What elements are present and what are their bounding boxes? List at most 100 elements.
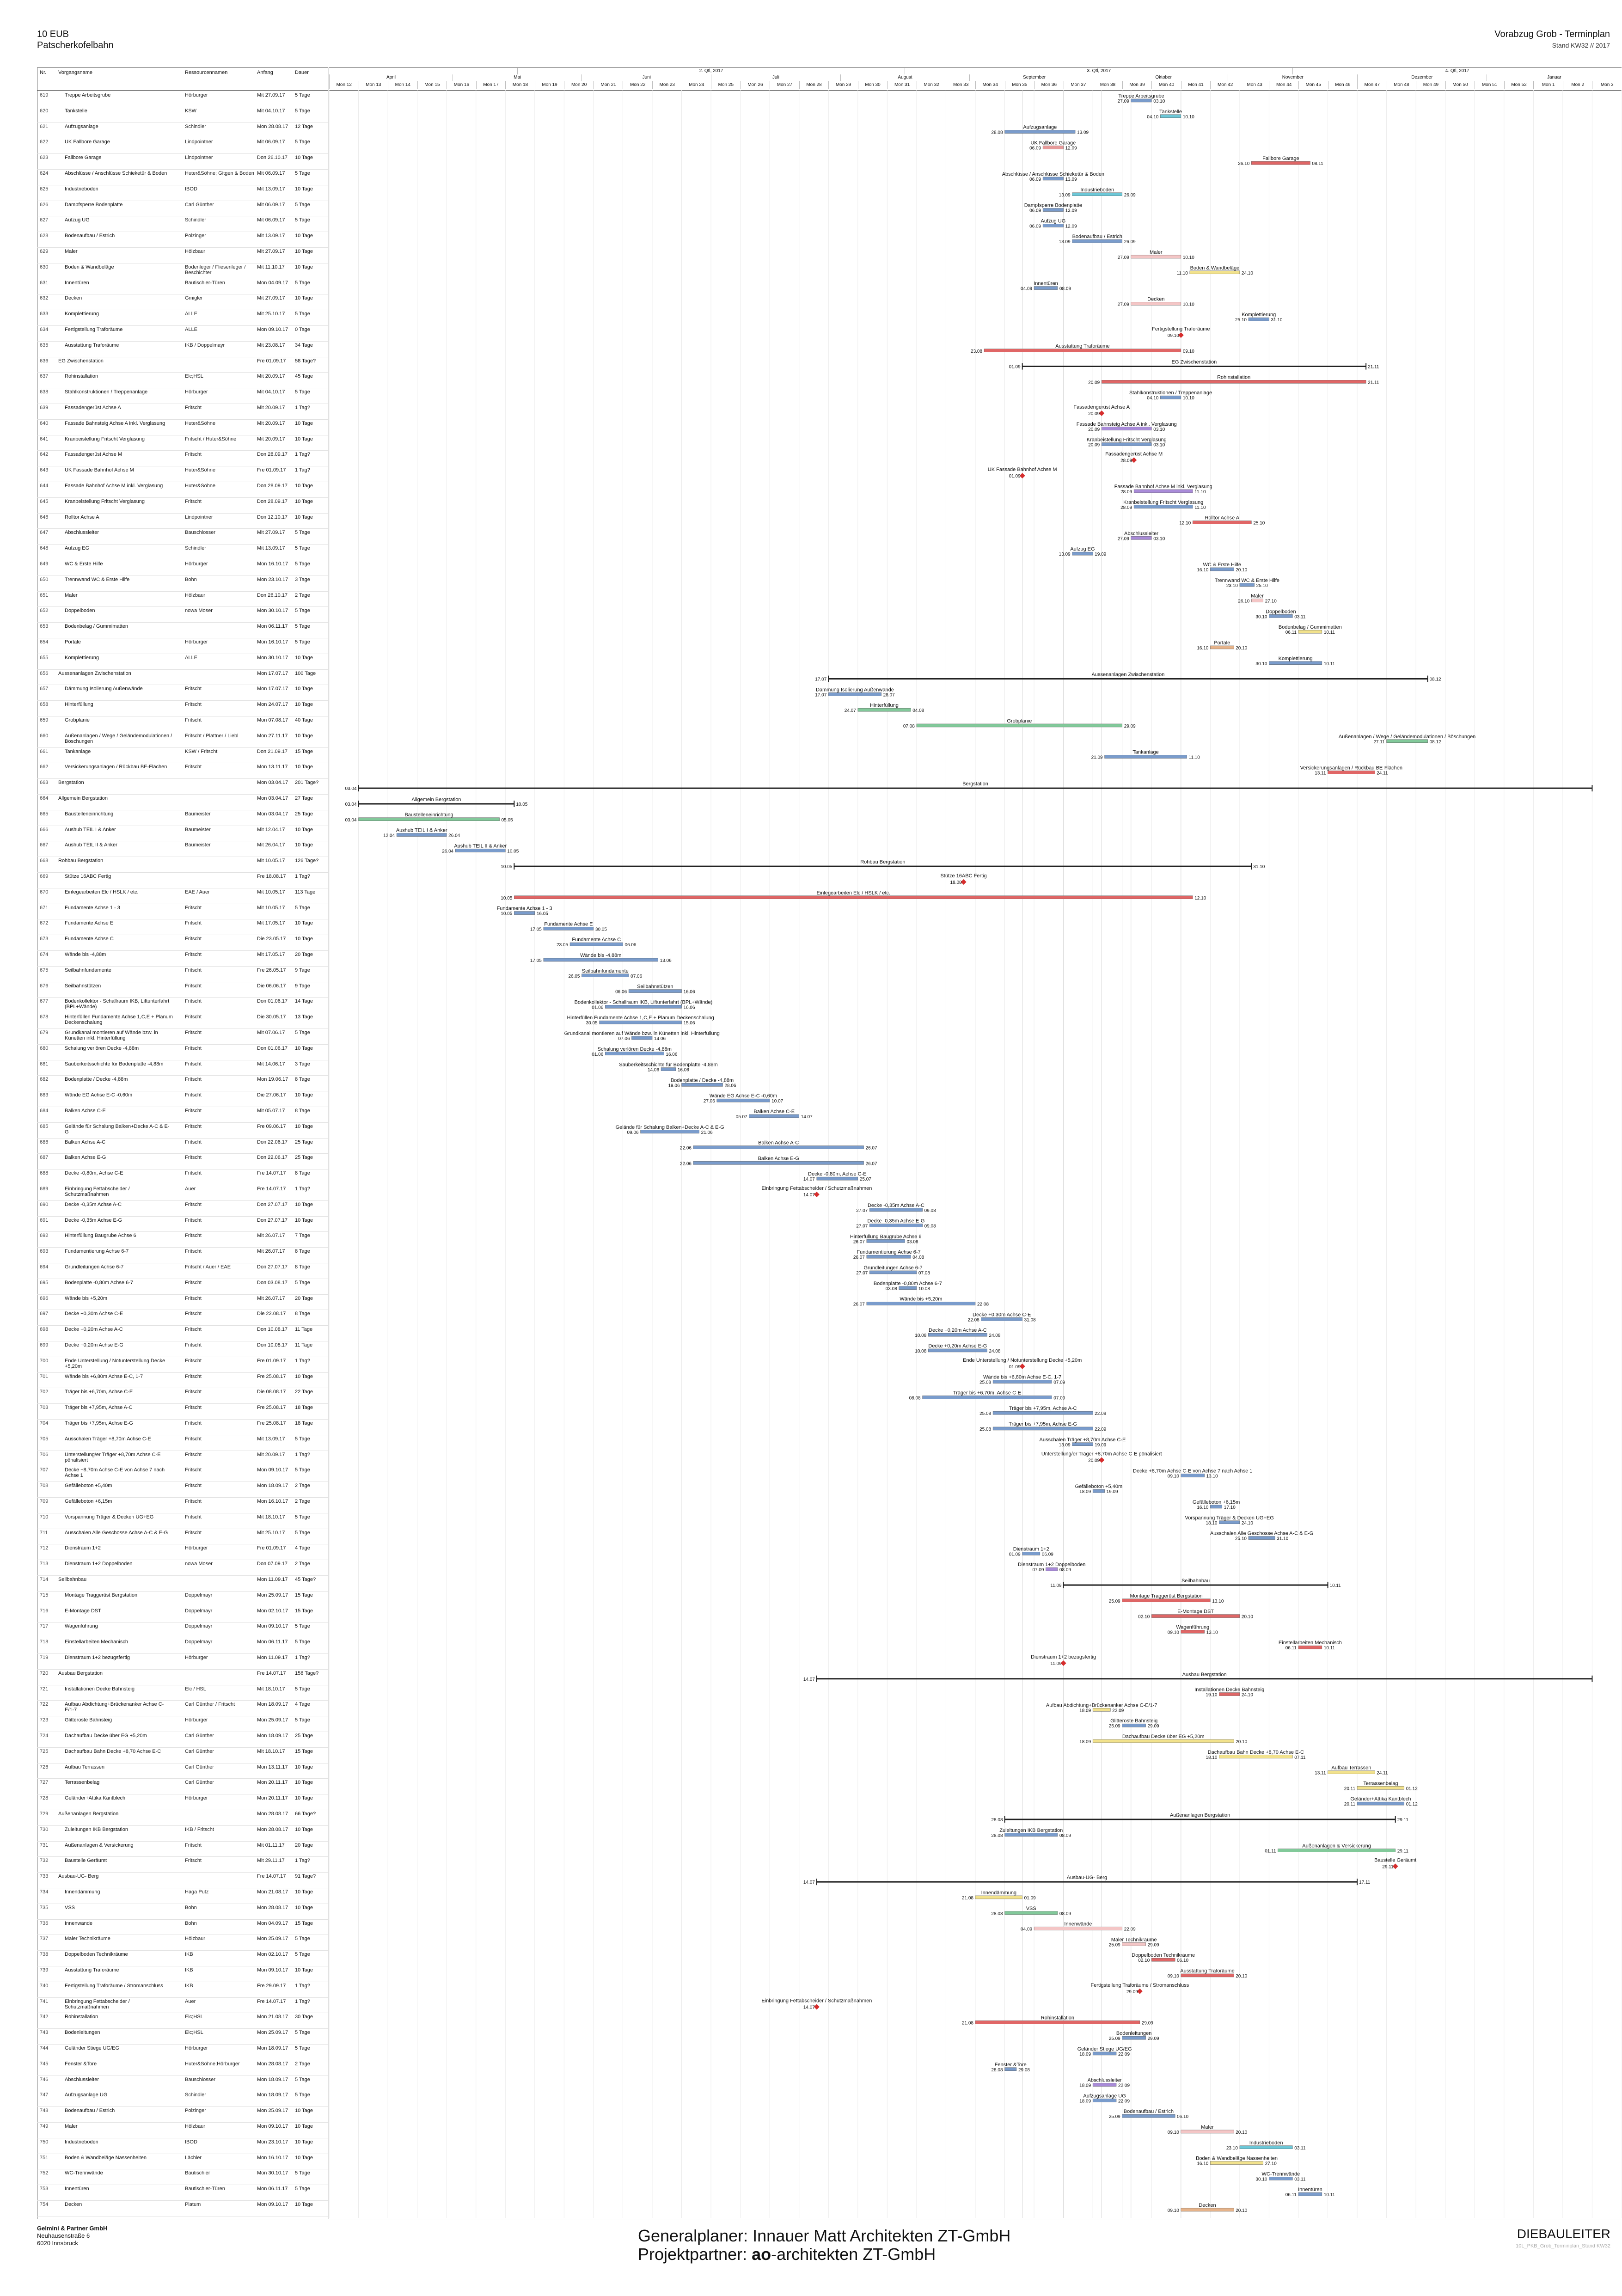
- table-row[interactable]: 709 Gefälleboton +6,15m Fritscht Mon 16.10.…: [37, 1497, 328, 1513]
- table-row[interactable]: 698 Decke +0,20m Achse A-C Fritscht Don 10.…: [37, 1325, 328, 1341]
- table-row[interactable]: 629 Maler Hölzbaur Mit 27.09.17 10 Tage: [37, 247, 328, 263]
- table-row[interactable]: 724 Dachaufbau Decke über EG +5,20m Carl G…: [37, 1732, 328, 1748]
- table-row[interactable]: 700 Ende Unterstellung / Notunterstellung…: [37, 1357, 328, 1373]
- table-row[interactable]: 671 Fundamente Achse 1 - 3 Fritscht Mit 10.…: [37, 904, 328, 920]
- table-row[interactable]: 636 EG Zwischenstation Fre 01.09.17 58 Tage…: [37, 357, 328, 373]
- table-row[interactable]: 703 Träger bis +7,95m, Achse A-C Fritscht F…: [37, 1403, 328, 1420]
- table-row[interactable]: 637 Rohinstallation Elc;HSL Mit 20.09.17 45 …: [37, 372, 328, 389]
- table-row[interactable]: 711 Ausschalen Alle Geschosse Achse A-C &…: [37, 1529, 328, 1545]
- table-row[interactable]: 635 Ausstattung Traforäume IKB / Doppelmay…: [37, 341, 328, 357]
- table-row[interactable]: 634 Fertigstellung Traforäume ALLE Mon 09.1…: [37, 325, 328, 342]
- table-row[interactable]: 713 Dienstraum 1+2 Doppelboden nowa Moser D…: [37, 1560, 328, 1576]
- table-row[interactable]: 708 Gefälleboton +5,40m Fritscht Mon 18.09.…: [37, 1482, 328, 1498]
- table-row[interactable]: 625 Industrieboden IBOD Mit 13.09.17 10 Tage: [37, 185, 328, 201]
- table-row[interactable]: 639 Fassadengerüst Achse A Fritscht Mit 20.…: [37, 404, 328, 420]
- table-row[interactable]: 742 Rohinstallation Elc;HSL Mon 21.08.17 30 …: [37, 2013, 328, 2029]
- table-row[interactable]: 641 Kranbeistellung Fritscht Verglasung Fr…: [37, 435, 328, 451]
- table-row[interactable]: 717 Wagenführung Doppelmayr Mon 09.10.17 5 T…: [37, 1622, 328, 1639]
- table-row[interactable]: 686 Balken Achse A-C Fritscht Don 22.06.17 2…: [37, 1138, 328, 1154]
- table-row[interactable]: 623 Fallbore Garage Lindpointner Don 26.10.…: [37, 153, 328, 170]
- table-row[interactable]: 691 Decke -0,35m Achse E-G Fritscht Don 27.…: [37, 1216, 328, 1232]
- table-row[interactable]: 750 Industrieboden IBOD Mon 23.10.17 10 Tage: [37, 2138, 328, 2154]
- table-row[interactable]: 627 Aufzug UG Schindler Mit 06.09.17 5 Tage: [37, 216, 328, 233]
- table-row[interactable]: 653 Bodenbelag / Gummimatten Mon 06.11.17 5…: [37, 622, 328, 638]
- table-row[interactable]: 624 Abschlüsse / Anschlüsse Schieketür & …: [37, 169, 328, 185]
- table-row[interactable]: 754 Decken Platum Mon 09.10.17 10 Tage: [37, 2200, 328, 2216]
- table-row[interactable]: 682 Bodenplatte / Decke -4,88m Fritscht Mon…: [37, 1075, 328, 1092]
- table-row[interactable]: 701 Wände bis +6,80m Achse E-C, 1-7 Fritsc…: [37, 1372, 328, 1389]
- table-row[interactable]: 749 Maler Hölzbaur Mon 09.10.17 10 Tage: [37, 2122, 328, 2138]
- table-row[interactable]: 704 Träger bis +7,95m, Achse E-G Fritscht F…: [37, 1419, 328, 1435]
- table-row[interactable]: 620 Tankstelle KSW Mit 04.10.17 5 Tage: [37, 107, 328, 123]
- table-row[interactable]: 678 Hinterfüllen Fundamente Achse 1,C,E +…: [37, 1013, 328, 1029]
- table-row[interactable]: 688 Decke -0,80m, Achse C-E Fritscht Fre 14…: [37, 1169, 328, 1185]
- table-row[interactable]: 710 Vorspannung Träger & Decken UG+EG Frit…: [37, 1513, 328, 1529]
- table-row[interactable]: 731 Außenanlagen & Versickerung Fritscht Mi…: [37, 1841, 328, 1857]
- table-row[interactable]: 674 Wände bis -4,88m Fritscht Mit 17.05.17 2…: [37, 950, 328, 967]
- table-row[interactable]: 699 Decke +0,20m Achse E-G Fritscht Don 10.…: [37, 1341, 328, 1357]
- table-row[interactable]: 649 WC & Erste Hilfe Hörburger Mon 16.10.17…: [37, 560, 328, 576]
- table-row[interactable]: 655 Komplettierung ALLE Mon 30.10.17 10 Tage: [37, 654, 328, 670]
- table-row[interactable]: 730 Zuleitungen IKB Bergstation IKB / Frit…: [37, 1825, 328, 1842]
- table-row[interactable]: 722 Aufbau Abdichtung+Brückenanker Achse …: [37, 1700, 328, 1717]
- table-row[interactable]: 753 Innentüren Bautischler-Türen Mon 06.11.…: [37, 2185, 328, 2201]
- table-row[interactable]: 666 Aushub TEIL I & Anker Baumeister Mit 12…: [37, 826, 328, 842]
- table-row[interactable]: 728 Geländer+Attika Kantblech Hörburger Mon…: [37, 1794, 328, 1810]
- table-row[interactable]: 751 Boden & Wandbeläge Nassenheiten Lächle…: [37, 2154, 328, 2170]
- table-row[interactable]: 652 Doppelboden nowa Moser Mon 30.10.17 5 Ta…: [37, 606, 328, 623]
- table-row[interactable]: 626 Dampfsperre Bodenplatte Carl Günther Mi…: [37, 201, 328, 217]
- table-row[interactable]: 656 Aussenanlagen Zwischenstation Mon 17.0…: [37, 669, 328, 686]
- table-row[interactable]: 693 Fundamentierung Achse 6-7 Fritscht Mit …: [37, 1247, 328, 1263]
- table-row[interactable]: 720 Ausbau Bergstation Fre 14.07.17 156 Tag…: [37, 1669, 328, 1685]
- table-row[interactable]: 684 Balken Achse C-E Fritscht Mit 05.07.17 8…: [37, 1107, 328, 1123]
- table-row[interactable]: 630 Boden & Wandbeläge Bodenleger / Fliese…: [37, 263, 328, 279]
- table-row[interactable]: 631 Innentüren Bautischler-Türen Mon 04.09.…: [37, 279, 328, 295]
- table-row[interactable]: 676 Seilbahnstützen Fritscht Die 06.06.17 9 …: [37, 982, 328, 998]
- table-row[interactable]: 748 Bodenaufbau / Estrich Polzinger Mon 25.…: [37, 2106, 328, 2123]
- table-row[interactable]: 669 Stütze 16ABC Fertig Fre 18.08.17 1 Tag?: [37, 872, 328, 888]
- table-row[interactable]: 660 Außenanlagen / Wege / Geländemodulati…: [37, 732, 328, 748]
- table-row[interactable]: 715 Montage Traggerüst Bergstation Doppelm…: [37, 1591, 328, 1607]
- table-row[interactable]: 735 VSS Bohn Mon 28.08.17 10 Tage: [37, 1904, 328, 1920]
- table-row[interactable]: 737 Maler Technikräume Hölzbaur Mon 25.09.1…: [37, 1935, 328, 1951]
- table-row[interactable]: 743 Bodenleitungen Elc;HSL Mon 25.09.17 5 Ta…: [37, 2028, 328, 2045]
- table-row[interactable]: 752 WC-Trennwände Bautischler Mon 30.10.17 5…: [37, 2169, 328, 2186]
- table-row[interactable]: 685 Gelände für Schalung Balken+Decke A-C…: [37, 1122, 328, 1139]
- table-row[interactable]: 632 Decken Gmigler Mit 27.09.17 10 Tage: [37, 294, 328, 311]
- table-row[interactable]: 651 Maler Hölzbaur Don 26.10.17 2 Tage: [37, 591, 328, 607]
- table-row[interactable]: 712 Dienstraum 1+2 Hörburger Fre 01.09.17 4 …: [37, 1544, 328, 1561]
- table-row[interactable]: 643 UK Fassade Bahnhof Achse M Huter&Söhne…: [37, 466, 328, 482]
- table-row[interactable]: 687 Balken Achse E-G Fritscht Don 22.06.17 2…: [37, 1153, 328, 1170]
- table-row[interactable]: 697 Decke +0,30m Achse C-E Fritscht Die 22.…: [37, 1310, 328, 1326]
- table-row[interactable]: 746 Abschlussleiter Bauschlosser Mon 18.09.…: [37, 2076, 328, 2092]
- table-row[interactable]: 733 Ausbau-UG- Berg Fre 14.07.17 91 Tage?: [37, 1872, 328, 1888]
- table-row[interactable]: 683 Wände EG Achse E-C -0,60m Fritscht Die …: [37, 1091, 328, 1107]
- table-row[interactable]: 642 Fassadengerüst Achse M Fritscht Don 28.…: [37, 450, 328, 467]
- table-row[interactable]: 648 Aufzug EG Schindler Mit 13.09.17 5 Tage: [37, 544, 328, 560]
- table-row[interactable]: 679 Grundkanal montieren auf Wände bzw. i…: [37, 1029, 328, 1045]
- table-row[interactable]: 738 Doppelboden Technikräume IKB Mon 02.10.…: [37, 1950, 328, 1966]
- table-row[interactable]: 621 Aufzugsanlage Schindler Mon 28.08.17 12 …: [37, 122, 328, 139]
- table-row[interactable]: 668 Rohbau Bergstation Mit 10.05.17 126 Tag…: [37, 857, 328, 873]
- table-row[interactable]: 719 Dienstraum 1+2 bezugsfertig Hörburger M…: [37, 1653, 328, 1670]
- table-row[interactable]: 622 UK Fallbore Garage Lindpointner Mit 06.…: [37, 138, 328, 154]
- table-row[interactable]: 734 Innendämmung Haga Putz Mon 21.08.17 10 T…: [37, 1888, 328, 1904]
- table-row[interactable]: 695 Bodenplatte -0,80m Achse 6-7 Fritscht D…: [37, 1279, 328, 1295]
- table-row[interactable]: 694 Grundleitungen Achse 6-7 Fritscht / Au…: [37, 1263, 328, 1279]
- table-row[interactable]: 723 Glitteroste Bahnsteig Hörburger Mon 25.…: [37, 1716, 328, 1732]
- table-row[interactable]: 740 Fertigstellung Traforäume / Stromansc…: [37, 1982, 328, 1998]
- table-row[interactable]: 670 Einlegearbeiten Elc / HSLK / etc. EAE …: [37, 888, 328, 904]
- table-row[interactable]: 702 Träger bis +6,70m, Achse C-E Fritscht D…: [37, 1388, 328, 1404]
- table-row[interactable]: 706 Unterstellung/er Träger +8,70m Achse …: [37, 1451, 328, 1467]
- table-row[interactable]: 718 Einstellarbeiten Mechanisch Doppelmayr…: [37, 1638, 328, 1654]
- table-row[interactable]: 744 Geländer Stiege UG/EG Hörburger Mon 18.…: [37, 2044, 328, 2060]
- table-row[interactable]: 692 Hinterfüllung Baugrube Achse 6 Fritsch…: [37, 1231, 328, 1248]
- table-row[interactable]: 714 Seilbahnbau Mon 11.09.17 45 Tage?: [37, 1575, 328, 1592]
- table-row[interactable]: 689 Einbringung Fettabscheider / Schutzma…: [37, 1185, 328, 1201]
- table-row[interactable]: 677 Bodenkollektor - Schallraum IKB, Lift…: [37, 997, 328, 1014]
- table-row[interactable]: 673 Fundamente Achse C Fritscht Die 23.05.1…: [37, 935, 328, 951]
- table-row[interactable]: 696 Wände bis +5,20m Fritscht Mit 26.07.17 2…: [37, 1294, 328, 1310]
- table-row[interactable]: 657 Dämmung Isolierung Außenwände Fritscht…: [37, 685, 328, 701]
- table-row[interactable]: 646 Rolltor Achse A Lindpointner Don 12.10.…: [37, 513, 328, 529]
- table-row[interactable]: 658 Hinterfüllung Fritscht Mon 24.07.17 10 T…: [37, 700, 328, 716]
